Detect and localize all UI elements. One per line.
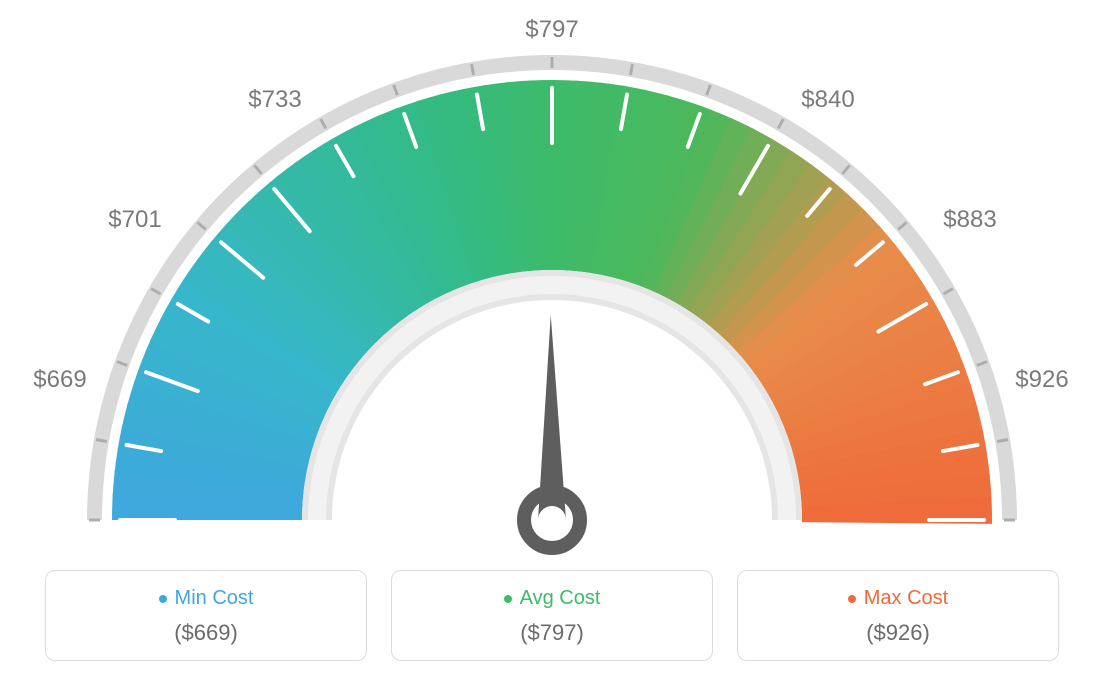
- cost-gauge: $669 $701 $733 $797 $840 $883 $926: [0, 0, 1104, 560]
- legend-value-avg: ($797): [392, 620, 712, 646]
- tick-label-883: $883: [943, 206, 996, 234]
- legend-label-max: Max Cost: [864, 587, 948, 609]
- gauge-svg: [0, 0, 1104, 560]
- legend-card-max: Max Cost ($926): [737, 570, 1059, 661]
- dot-max-icon: [848, 595, 856, 603]
- legend-title-min: Min Cost: [46, 587, 366, 610]
- tick-label-701: $701: [108, 206, 161, 234]
- tick-label-797: $797: [525, 16, 578, 44]
- tick-label-840: $840: [801, 86, 854, 114]
- legend-value-min: ($669): [46, 620, 366, 646]
- legend-label-avg: Avg Cost: [520, 587, 601, 609]
- legend-card-avg: Avg Cost ($797): [391, 570, 713, 661]
- tick-label-926: $926: [1015, 366, 1068, 394]
- tick-label-733: $733: [248, 86, 301, 114]
- dot-avg-icon: [504, 595, 512, 603]
- legend-label-min: Min Cost: [175, 587, 254, 609]
- tick-label-669: $669: [33, 366, 86, 394]
- dot-min-icon: [159, 595, 167, 603]
- legend-card-min: Min Cost ($669): [45, 570, 367, 661]
- legend-value-max: ($926): [738, 620, 1058, 646]
- legend-row: Min Cost ($669) Avg Cost ($797) Max Cost…: [0, 570, 1104, 661]
- legend-title-avg: Avg Cost: [392, 587, 712, 610]
- legend-title-max: Max Cost: [738, 587, 1058, 610]
